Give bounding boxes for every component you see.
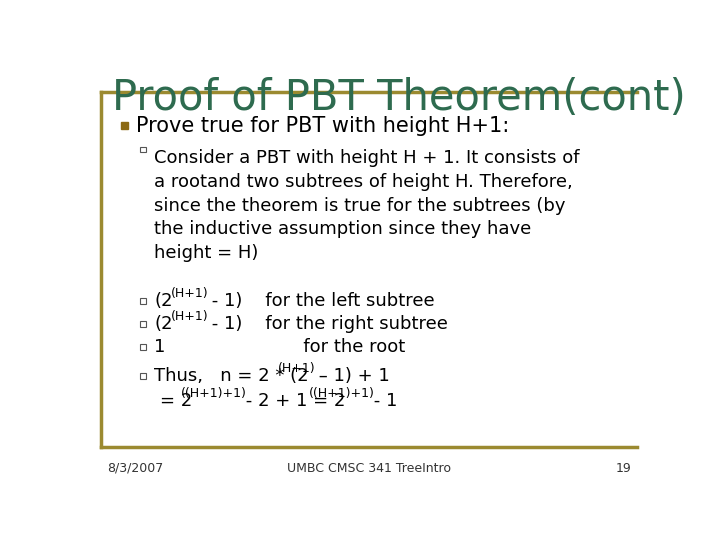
Text: 19: 19 (616, 462, 631, 475)
Text: Proof of PBT Theorem(cont): Proof of PBT Theorem(cont) (112, 77, 686, 119)
Text: - 1: - 1 (369, 392, 398, 410)
Text: (2: (2 (154, 315, 173, 333)
Text: (H+1): (H+1) (171, 310, 209, 323)
Text: – 1) + 1: – 1) + 1 (313, 367, 390, 385)
Text: Prove true for PBT with height H+1:: Prove true for PBT with height H+1: (136, 116, 510, 136)
Text: ((H+1)+1): ((H+1)+1) (181, 387, 246, 400)
Bar (121, 122, 128, 129)
Bar (140, 344, 145, 349)
Bar (140, 146, 145, 152)
Text: 1                        for the root: 1 for the root (154, 338, 405, 356)
Text: Thus,   n = 2 * (2: Thus, n = 2 * (2 (154, 367, 309, 385)
Text: = 2: = 2 (160, 392, 192, 410)
Text: (H+1): (H+1) (278, 362, 315, 375)
Text: - 1)    for the left subtree: - 1) for the left subtree (206, 292, 435, 310)
Bar (140, 321, 145, 327)
Bar (140, 373, 145, 379)
Text: - 1)    for the right subtree: - 1) for the right subtree (206, 315, 448, 333)
Bar (140, 298, 145, 304)
Text: ((H+1)+1): ((H+1)+1) (310, 387, 375, 400)
Text: UMBC CMSC 341 TreeIntro: UMBC CMSC 341 TreeIntro (287, 462, 451, 475)
Text: (2: (2 (154, 292, 173, 310)
Text: Consider a PBT with height H + 1. It consists of
a rootand two subtrees of heigh: Consider a PBT with height H + 1. It con… (154, 150, 580, 262)
Text: (H+1): (H+1) (171, 287, 209, 300)
Text: - 2 + 1 = 2: - 2 + 1 = 2 (240, 392, 345, 410)
Text: 8/3/2007: 8/3/2007 (107, 462, 163, 475)
